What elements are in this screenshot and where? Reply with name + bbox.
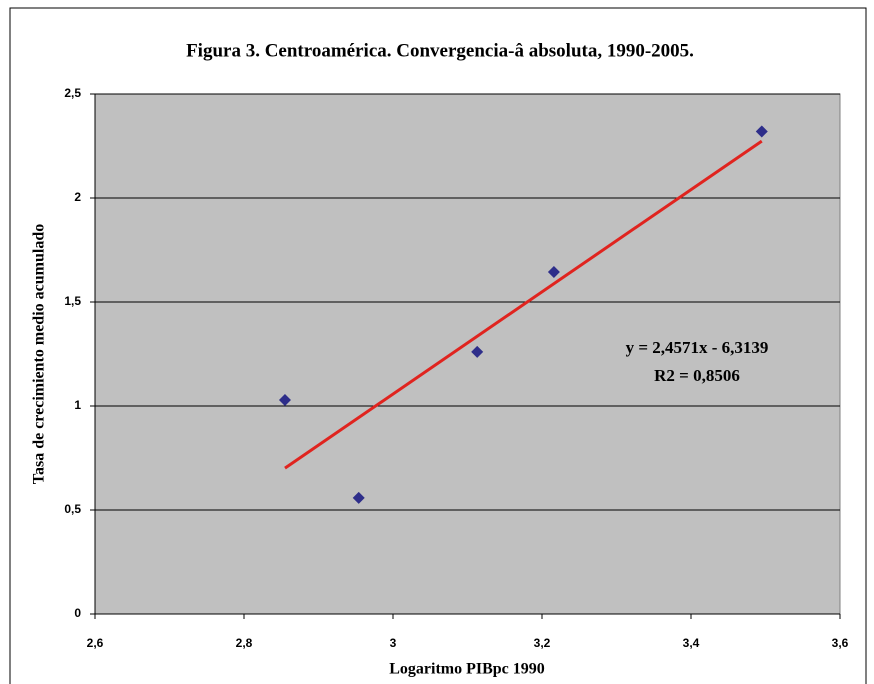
- y-tick-label: 2: [74, 190, 81, 204]
- x-tick-label: 3,6: [832, 636, 849, 650]
- data-point: [755, 125, 768, 138]
- x-tick-label: 3,4: [683, 636, 700, 650]
- data-point: [352, 491, 365, 504]
- y-tick-label: 0,5: [64, 502, 81, 516]
- y-tick-label: 2,5: [64, 86, 81, 100]
- y-tick-label: 0: [74, 606, 81, 620]
- x-axis-label: Logaritmo PIBpc 1990: [389, 661, 545, 678]
- x-tick-label: 3,2: [534, 636, 551, 650]
- y-axis-label: Tasa de crecimiento medio acumulado: [31, 224, 48, 484]
- x-tick-label: 2,6: [87, 636, 104, 650]
- x-tick-label: 3: [390, 636, 397, 650]
- r-squared: R2 = 0,8506: [654, 366, 740, 385]
- data-point: [471, 345, 484, 358]
- trendline-equation: y = 2,4571x - 6,3139: [626, 338, 769, 357]
- y-tick-label: 1: [74, 398, 81, 412]
- data-point: [278, 393, 291, 406]
- x-tick-label: 2,8: [236, 636, 253, 650]
- y-tick-label: 1,5: [64, 294, 81, 308]
- data-point: [547, 266, 560, 279]
- trendline: [284, 139, 763, 470]
- plot-area: [94, 93, 841, 615]
- chart-title: Figura 3. Centroamérica. Convergencia-â …: [186, 40, 694, 61]
